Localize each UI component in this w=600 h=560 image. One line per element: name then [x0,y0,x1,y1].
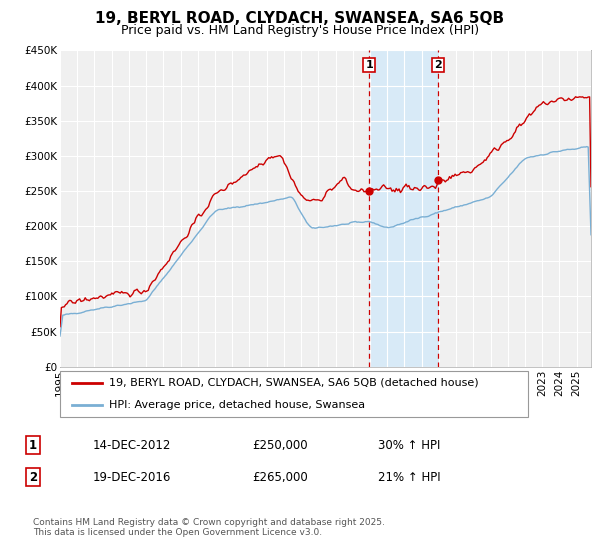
Text: 30% ↑ HPI: 30% ↑ HPI [378,438,440,452]
Text: £265,000: £265,000 [252,470,308,484]
Text: 21% ↑ HPI: 21% ↑ HPI [378,470,440,484]
Bar [369,50,438,367]
Text: 19, BERYL ROAD, CLYDACH, SWANSEA, SA6 5QB (detached house): 19, BERYL ROAD, CLYDACH, SWANSEA, SA6 5Q… [109,378,479,388]
Text: £250,000: £250,000 [252,438,308,452]
Text: 19-DEC-2016: 19-DEC-2016 [93,470,172,484]
Text: 1: 1 [365,60,373,70]
Text: HPI: Average price, detached house, Swansea: HPI: Average price, detached house, Swan… [109,400,365,410]
FancyBboxPatch shape [60,371,528,417]
Text: 2: 2 [434,60,442,70]
Text: 14-DEC-2012: 14-DEC-2012 [93,438,172,452]
Text: 19, BERYL ROAD, CLYDACH, SWANSEA, SA6 5QB: 19, BERYL ROAD, CLYDACH, SWANSEA, SA6 5Q… [95,11,505,26]
Text: 1: 1 [29,438,37,452]
Text: Price paid vs. HM Land Registry's House Price Index (HPI): Price paid vs. HM Land Registry's House … [121,24,479,37]
Text: 2: 2 [29,470,37,484]
Text: Contains HM Land Registry data © Crown copyright and database right 2025.
This d: Contains HM Land Registry data © Crown c… [33,518,385,538]
